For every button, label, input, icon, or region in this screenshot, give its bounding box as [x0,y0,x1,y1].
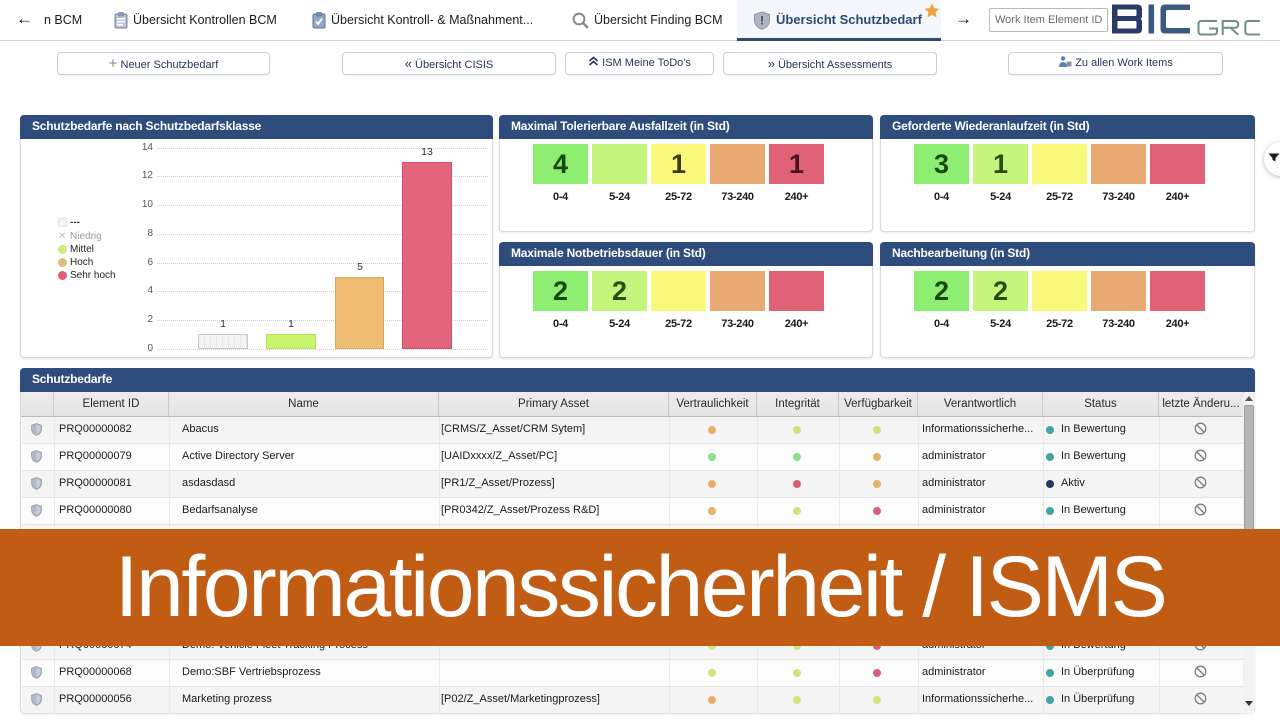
svg-text:!: ! [760,14,764,28]
